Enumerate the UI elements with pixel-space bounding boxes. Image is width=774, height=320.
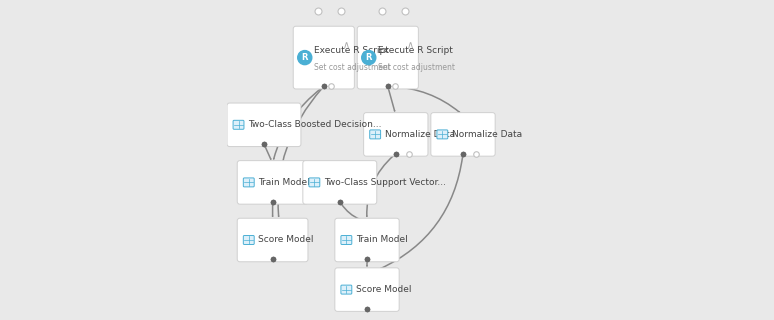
FancyBboxPatch shape: [309, 178, 320, 187]
Circle shape: [361, 51, 376, 65]
Text: Normalize Data: Normalize Data: [452, 130, 522, 139]
Text: R: R: [365, 53, 372, 62]
Text: Train Model: Train Model: [356, 236, 408, 244]
Text: Set cost adjustment: Set cost adjustment: [314, 63, 392, 72]
Text: Normalize Data: Normalize Data: [385, 130, 455, 139]
Text: Execute R Script: Execute R Script: [314, 46, 389, 55]
FancyBboxPatch shape: [233, 120, 244, 129]
Text: Two-Class Support Vector...: Two-Class Support Vector...: [324, 178, 446, 187]
FancyBboxPatch shape: [243, 178, 254, 187]
FancyBboxPatch shape: [238, 161, 308, 204]
FancyBboxPatch shape: [437, 130, 448, 139]
FancyBboxPatch shape: [358, 26, 419, 89]
FancyBboxPatch shape: [303, 161, 377, 204]
Text: Train Model: Train Model: [259, 178, 310, 187]
FancyBboxPatch shape: [341, 285, 352, 294]
Circle shape: [298, 51, 312, 65]
Text: Execute R Script: Execute R Script: [378, 46, 454, 55]
Text: Score Model: Score Model: [356, 285, 412, 294]
FancyBboxPatch shape: [238, 218, 308, 262]
FancyBboxPatch shape: [335, 218, 399, 262]
Text: R: R: [302, 53, 308, 62]
Text: Two-Class Boosted Decision...: Two-Class Boosted Decision...: [248, 120, 382, 129]
FancyBboxPatch shape: [243, 236, 254, 244]
FancyBboxPatch shape: [227, 103, 301, 147]
Text: Score Model: Score Model: [259, 236, 314, 244]
FancyBboxPatch shape: [341, 236, 352, 244]
FancyBboxPatch shape: [335, 268, 399, 311]
FancyBboxPatch shape: [364, 113, 428, 156]
Text: ∧: ∧: [342, 40, 350, 50]
FancyBboxPatch shape: [293, 26, 354, 89]
Text: ∧: ∧: [406, 40, 413, 50]
FancyBboxPatch shape: [370, 130, 381, 139]
Text: Set cost adjustment: Set cost adjustment: [378, 63, 455, 72]
FancyBboxPatch shape: [431, 113, 495, 156]
